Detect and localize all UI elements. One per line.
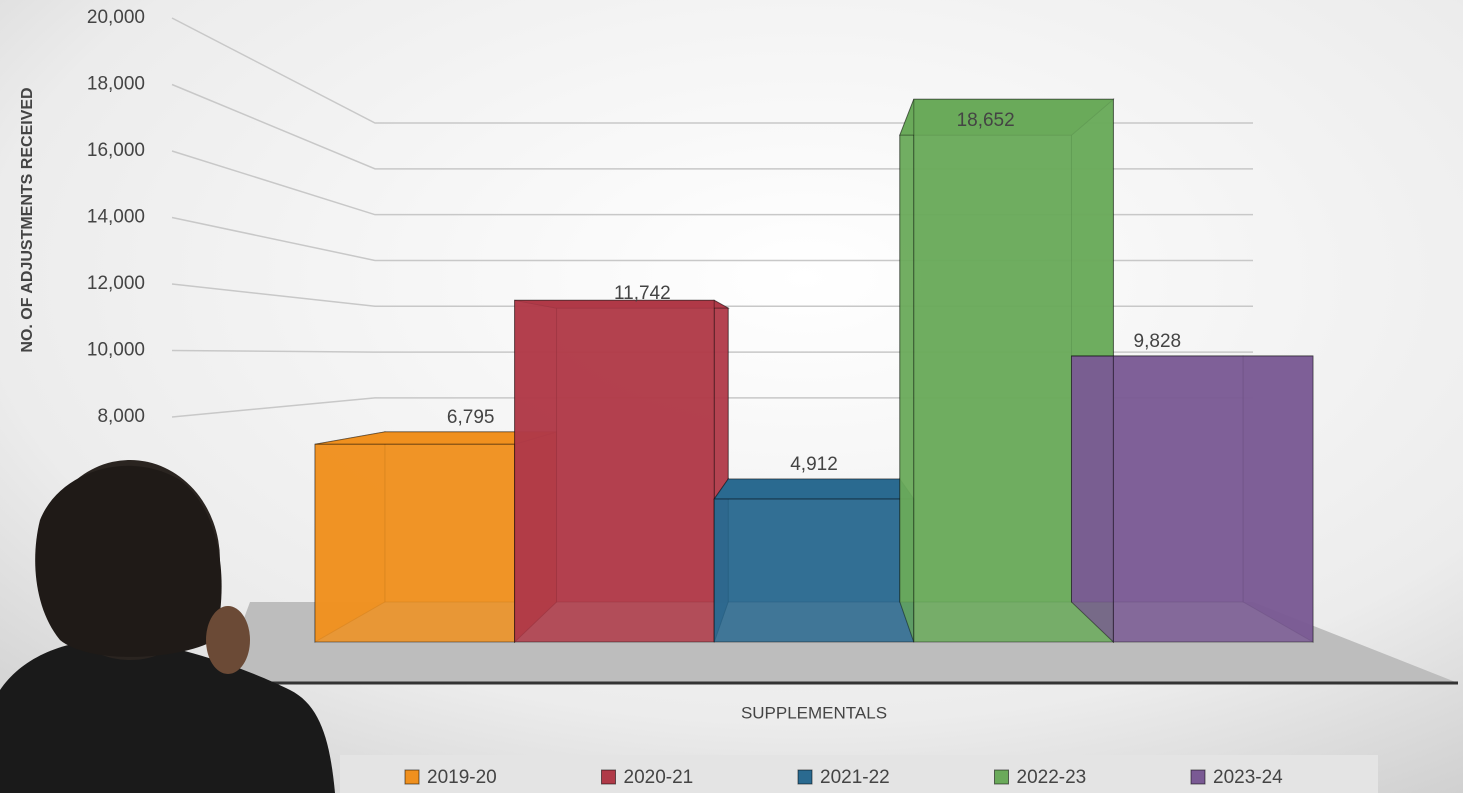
data-label: 4,912 bbox=[790, 454, 838, 475]
legend-label: 2023-24 bbox=[1213, 767, 1283, 788]
y-tick-label: 8,000 bbox=[97, 406, 145, 427]
bar-front bbox=[714, 499, 914, 642]
bar bbox=[714, 479, 914, 642]
bar bbox=[1071, 356, 1313, 642]
data-label: 18,652 bbox=[957, 110, 1015, 131]
y-tick-label: 20,000 bbox=[87, 7, 145, 28]
legend-label: 2020-21 bbox=[624, 767, 694, 788]
bar-front bbox=[515, 300, 715, 642]
legend-label: 2021-22 bbox=[820, 767, 890, 788]
legend-swatch bbox=[602, 770, 616, 784]
data-label: 6,795 bbox=[447, 407, 495, 428]
legend-swatch bbox=[995, 770, 1009, 784]
legend-swatch bbox=[405, 770, 419, 784]
y-tick-label: 18,000 bbox=[87, 74, 145, 95]
x-axis-title: SUPPLEMENTALS bbox=[741, 703, 887, 722]
bar-side bbox=[900, 99, 914, 642]
y-axis-title: NO. OF ADJUSTMENTS RECEIVED bbox=[19, 87, 36, 352]
data-label: 9,828 bbox=[1134, 331, 1182, 352]
y-tick-label: 12,000 bbox=[87, 273, 145, 294]
y-tick-label: 10,000 bbox=[87, 340, 145, 361]
legend-label: 2019-20 bbox=[427, 767, 497, 788]
bar-side bbox=[1071, 356, 1113, 642]
chart: 8,000 10,000 12,000 14,000 16,000 18,000 20,00… bbox=[0, 0, 1463, 793]
legend-label: 2022-23 bbox=[1017, 767, 1087, 788]
y-tick-label: 16,000 bbox=[87, 140, 145, 161]
legend-swatch bbox=[1191, 770, 1205, 784]
bar-top bbox=[714, 479, 914, 499]
bar-front bbox=[1113, 356, 1313, 642]
y-tick-label: 14,000 bbox=[87, 207, 145, 228]
data-label: 11,742 bbox=[614, 283, 671, 304]
legend-swatch bbox=[798, 770, 812, 784]
bar-front bbox=[315, 444, 515, 642]
bar bbox=[515, 300, 729, 642]
